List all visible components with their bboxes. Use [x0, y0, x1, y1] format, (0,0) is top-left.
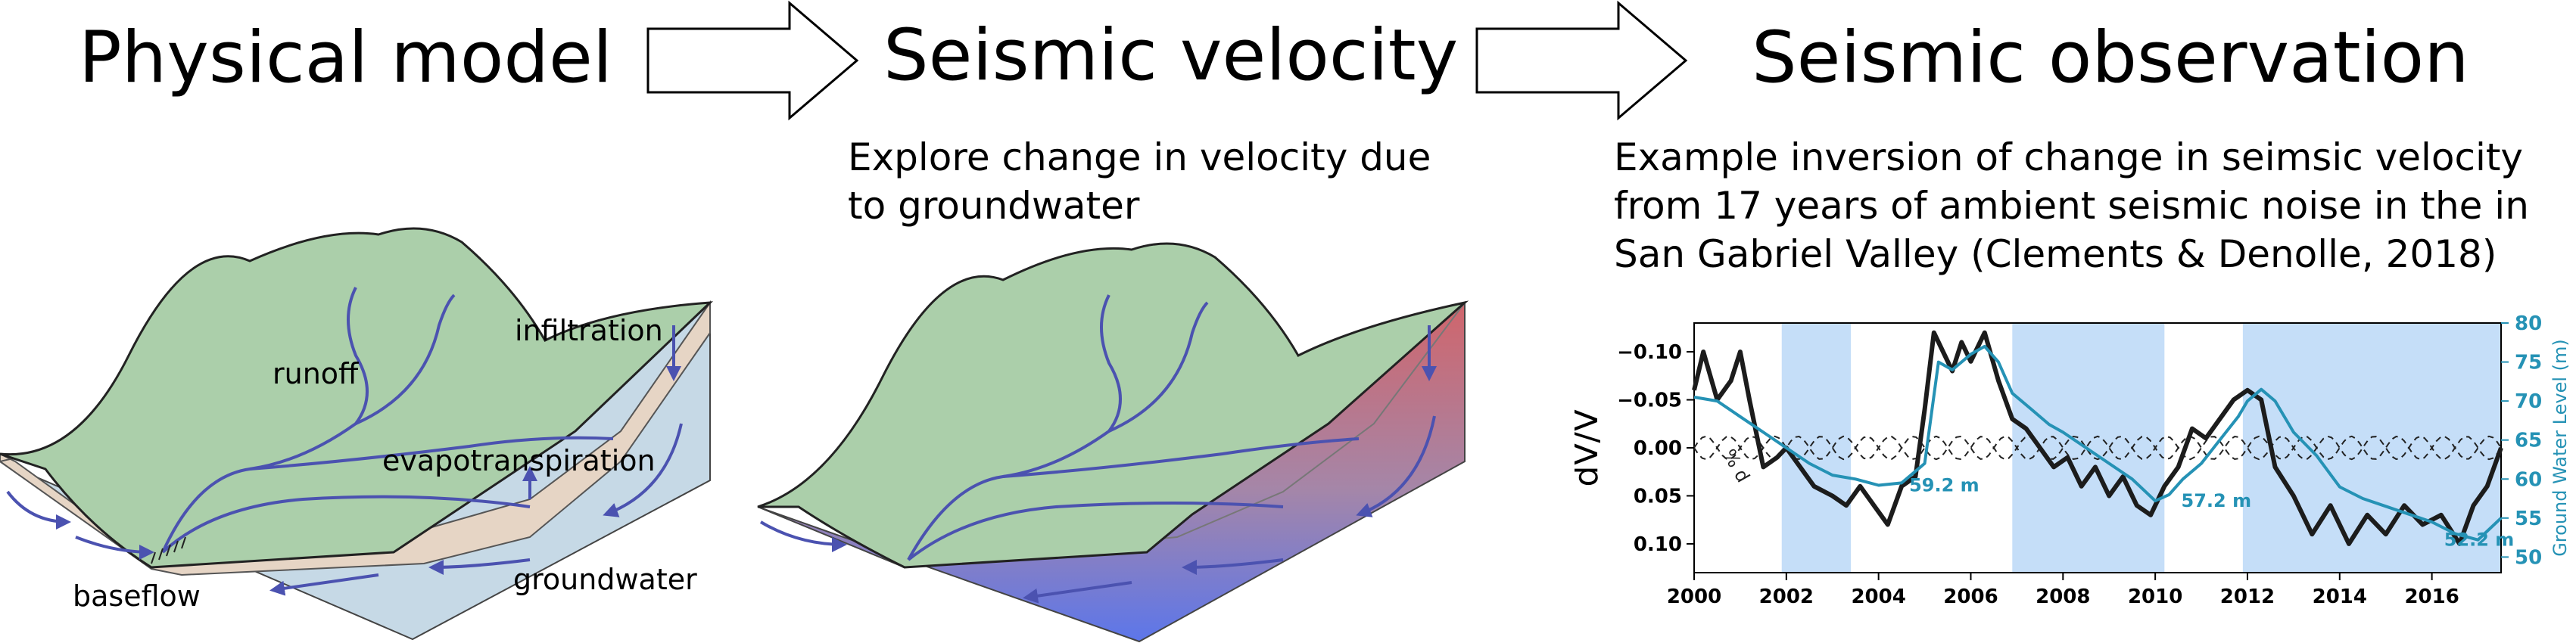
x-tick-label: 2002: [1759, 586, 1814, 608]
seismic-velocity-diagram: [757, 242, 1469, 643]
seasonal-cycle-line: [1693, 435, 2502, 461]
caption-line: from 17 years of ambient seismic noise i…: [1614, 184, 2529, 228]
caption-line: to groundwater: [848, 184, 1140, 228]
dvv-chart: 2000 2002 2004 2006 2008 2010 2012 2014 2016 −0.1…: [1575, 312, 2571, 608]
y-tick-label-right: 70: [2515, 390, 2542, 413]
x-tick-label: 2000: [1667, 586, 1721, 608]
velocity-caption: Explore change in velocity due to ground…: [848, 133, 1431, 230]
baseflow-label: baseflow: [73, 579, 201, 613]
drought-period-band: [1781, 323, 1852, 573]
caption-line: Example inversion of change in seimsic v…: [1614, 135, 2524, 179]
groundwater-label: groundwater: [513, 563, 697, 596]
physical-model-title: Physical model: [79, 17, 612, 99]
groundwater-flow-arrow: [603, 423, 683, 517]
y-tick-label-left: −0.10: [1617, 341, 1682, 364]
y-tick-label-right: 60: [2515, 468, 2542, 491]
x-tick-label: 2012: [2220, 586, 2275, 608]
y-tick-label-left: 0.00: [1634, 437, 1682, 460]
y-tick-label-left: 0.10: [1634, 533, 1682, 556]
right-arrow-icon: [646, 0, 859, 121]
seasonal-label: % d: [1718, 446, 1754, 486]
y-tick-label-right: 50: [2515, 546, 2542, 569]
evapotranspiration-label: evapotranspiration: [382, 444, 656, 477]
observation-caption: Example inversion of change in seimsic v…: [1614, 133, 2529, 278]
y-axis-label-left: dV/V: [1575, 409, 1606, 487]
groundwater-min-annotation: 52.2 m: [2444, 530, 2515, 551]
stream-path: [161, 287, 369, 553]
y-tick-label-left: −0.05: [1617, 390, 1682, 412]
dvv-series-line: [1692, 330, 2503, 546]
y-tick-label-right: 75: [2515, 352, 2542, 374]
seasonal-cycle-line: [1693, 435, 2502, 461]
land-surface: [0, 227, 714, 569]
y-tick-label-right: 55: [2515, 508, 2542, 530]
infiltration-label: infiltration: [515, 314, 663, 347]
right-arrow-icon: [1475, 0, 1688, 121]
seismic-observation-title: Seismic observation: [1752, 17, 2469, 99]
groundwater-min-annotation: 57.2 m: [2182, 490, 2252, 511]
caption-line: San Gabriel Valley (Clements & Denolle, …: [1614, 232, 2497, 276]
x-tick-label: 2010: [2128, 586, 2182, 608]
y-tick-label-right: 65: [2515, 430, 2542, 452]
groundwater-series-line: [1693, 344, 2503, 542]
runoff-label: runoff: [273, 357, 359, 390]
physical-model-diagram: [0, 227, 714, 641]
drought-period-band: [2242, 323, 2501, 573]
seismic-velocity-title: Seismic velocity: [883, 14, 1459, 97]
x-tick-label: 2014: [2313, 586, 2367, 608]
land-surface: [757, 242, 1469, 569]
y-axis-label-right: Ground Water Level (m): [2550, 339, 2571, 557]
groundwater-min-annotation: 59.2 m: [1909, 475, 1980, 496]
y-tick-label-right: 80: [2515, 312, 2542, 335]
x-tick-label: 2004: [1851, 586, 1905, 608]
x-tick-label: 2008: [2036, 586, 2090, 608]
x-tick-label: 2006: [1943, 586, 1998, 608]
x-tick-label: 2016: [2404, 586, 2459, 608]
y-tick-label-left: 0.05: [1634, 485, 1682, 508]
caption-line: Explore change in velocity due: [848, 135, 1431, 179]
